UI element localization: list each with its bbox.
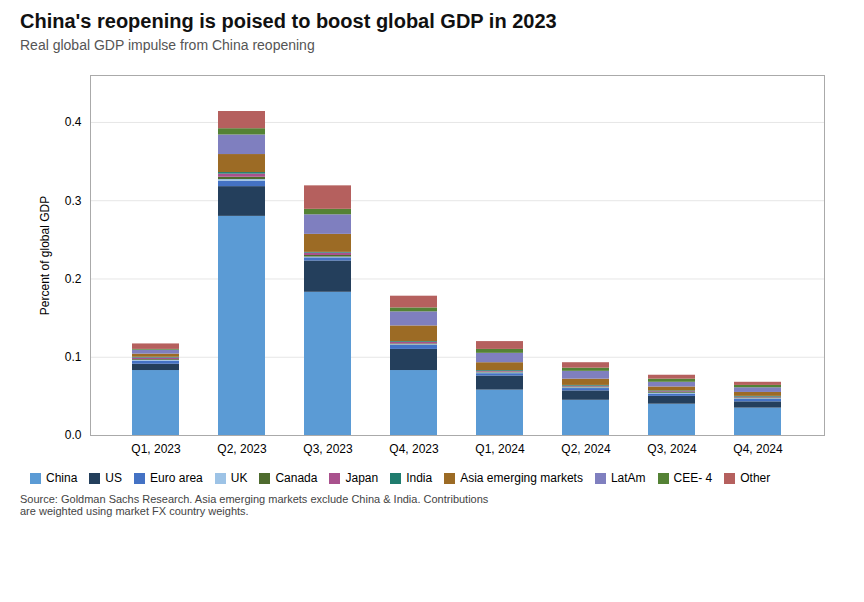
svg-text:Q1, 2024: Q1, 2024 bbox=[475, 442, 525, 456]
html-text:China: China bbox=[46, 471, 78, 485]
svg-text:Q1, 2023: Q1, 2023 bbox=[131, 442, 181, 456]
svg-text:Q2, 2023: Q2, 2023 bbox=[217, 442, 267, 456]
html-text:China's reopening is poised to: China's reopening is poised to boost glo… bbox=[20, 10, 557, 32]
svg-text:Q3, 2024: Q3, 2024 bbox=[647, 442, 697, 456]
html-text:US: US bbox=[105, 471, 122, 485]
svg-text:0.1: 0.1 bbox=[65, 350, 82, 364]
html-text:Canada: Canada bbox=[275, 471, 318, 485]
html-text:CEE- 4: CEE- 4 bbox=[673, 471, 713, 485]
html-text:Euro area: Euro area bbox=[150, 471, 203, 485]
svg-text:Q3, 2023: Q3, 2023 bbox=[303, 442, 353, 456]
html-text:Other: Other bbox=[740, 471, 771, 485]
svg-text:0.2: 0.2 bbox=[65, 272, 82, 286]
svg-text:Percent of global GDP: Percent of global GDP bbox=[38, 196, 52, 315]
svg-text:Q2, 2024: Q2, 2024 bbox=[561, 442, 611, 456]
html-text:Source: Goldman Sachs Research: Source: Goldman Sachs Research. Asia eme… bbox=[20, 493, 489, 517]
svg-text:0.3: 0.3 bbox=[65, 194, 82, 208]
svg-text:0.0: 0.0 bbox=[65, 428, 82, 442]
svg-text:Q4, 2023: Q4, 2023 bbox=[389, 442, 439, 456]
html-text:Real global GDP impulse from C: Real global GDP impulse from China reope… bbox=[20, 37, 315, 53]
html-text:LatAm: LatAm bbox=[610, 471, 646, 485]
svg-text:0.4: 0.4 bbox=[65, 115, 82, 129]
html-text:India: India bbox=[406, 471, 433, 485]
html-text:UK: UK bbox=[230, 471, 248, 485]
html-text:Japan: Japan bbox=[345, 471, 379, 485]
html-text:Asia emerging markets: Asia emerging markets bbox=[460, 471, 583, 485]
svg-text:Q4, 2024: Q4, 2024 bbox=[733, 442, 783, 456]
